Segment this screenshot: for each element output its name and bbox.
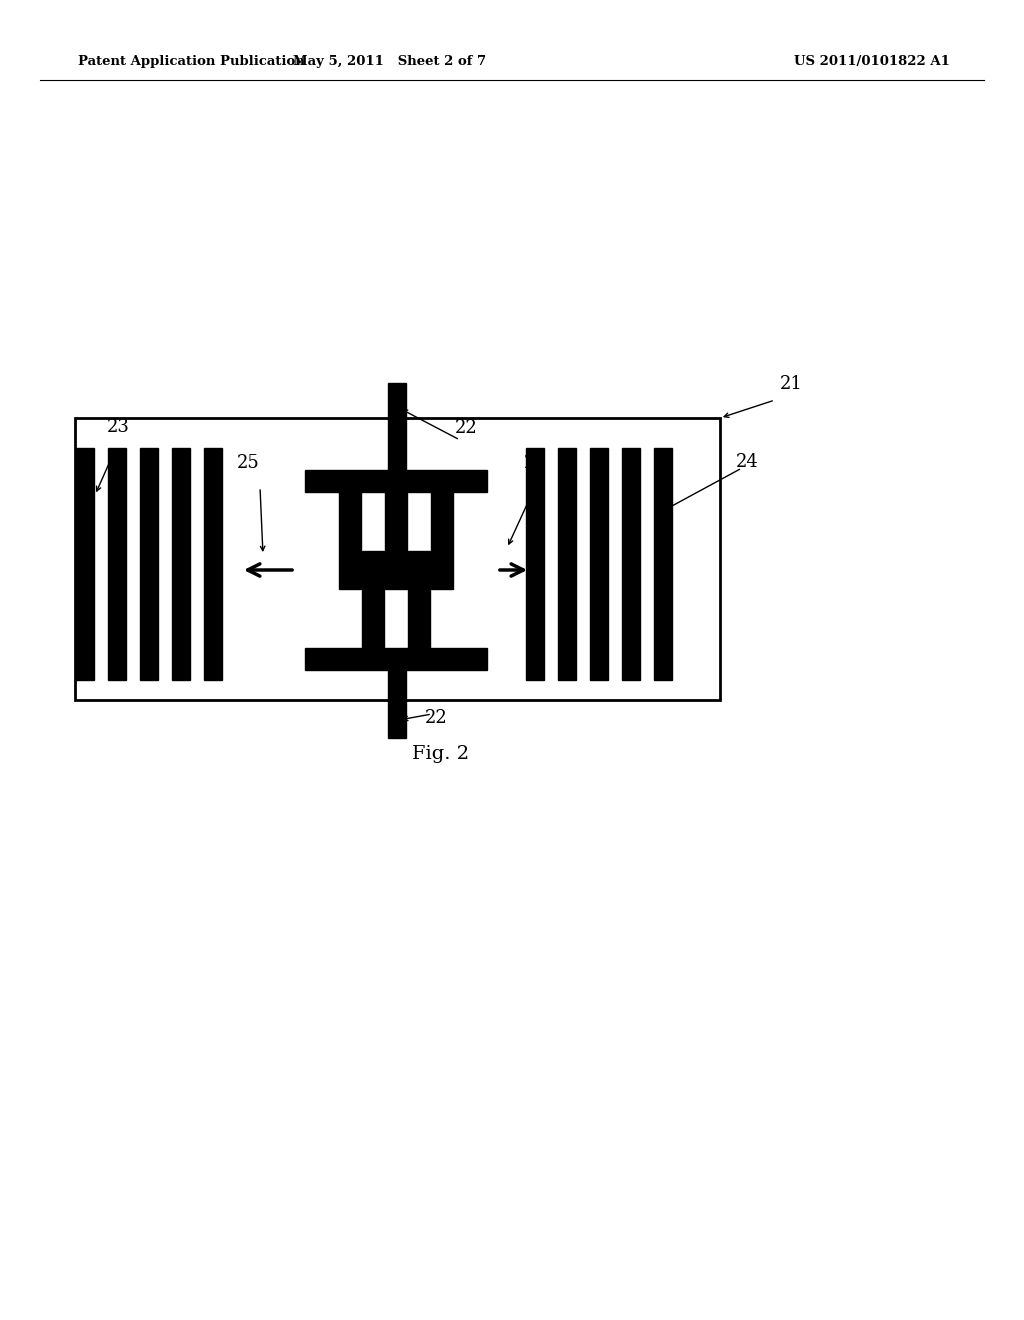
Bar (305, 648, 487, 671)
Bar (654, 447, 672, 680)
Bar (75, 418, 720, 700)
Text: 25: 25 (237, 454, 259, 473)
Bar (431, 492, 453, 589)
Text: 25: 25 (523, 454, 547, 473)
Text: Fig. 2: Fig. 2 (412, 744, 469, 763)
Text: 23: 23 (106, 418, 130, 436)
Bar (76, 447, 94, 680)
Bar (108, 447, 126, 680)
Text: 22: 22 (425, 709, 447, 727)
Text: 24: 24 (736, 453, 759, 471)
Bar (622, 447, 640, 680)
Bar (408, 552, 430, 648)
Bar (339, 492, 361, 589)
Bar (140, 447, 158, 680)
Bar (385, 492, 407, 589)
Bar (590, 447, 608, 680)
Text: 21: 21 (780, 375, 803, 393)
Text: May 5, 2011   Sheet 2 of 7: May 5, 2011 Sheet 2 of 7 (294, 55, 486, 69)
Bar (388, 383, 406, 470)
Bar (305, 470, 487, 492)
Bar (558, 447, 575, 680)
Bar (526, 447, 544, 680)
Bar (204, 447, 222, 680)
Bar (172, 447, 190, 680)
Text: 22: 22 (455, 418, 478, 437)
Bar (362, 552, 384, 648)
Text: Patent Application Publication: Patent Application Publication (78, 55, 305, 69)
Text: US 2011/0101822 A1: US 2011/0101822 A1 (795, 55, 950, 69)
Bar (388, 671, 406, 738)
